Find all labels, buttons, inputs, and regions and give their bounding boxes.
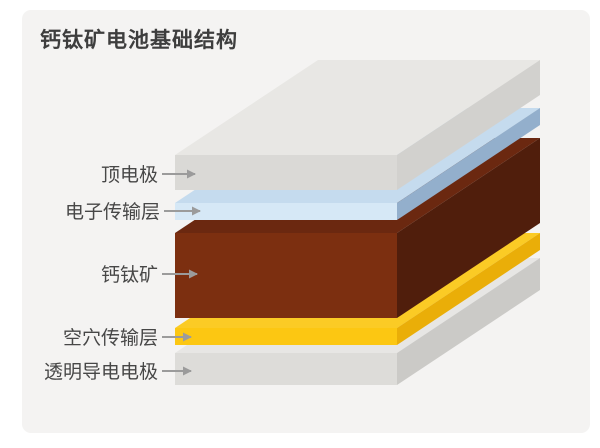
layer-electron-transport-right-face (397, 108, 540, 220)
layer-hole-transport-right-face (397, 233, 540, 345)
layer-hole-transport-front-face (175, 328, 397, 345)
layer-top-electrode-front-face (175, 155, 397, 190)
label-electron-transport: 电子传输层 (65, 201, 160, 223)
leader-arrows (162, 169, 201, 376)
label-hole-transport: 空穴传输层 (63, 327, 158, 349)
layer-top-electrode (175, 60, 540, 190)
layer-top-electrode-right-face (397, 60, 540, 190)
diagram-title: 钙钛矿电池基础结构 (40, 28, 238, 52)
label-top-electrode: 顶电极 (101, 164, 158, 186)
layer-transparent-conductive-electrode-right-face (397, 258, 540, 385)
layer-electron-transport-front-face (175, 203, 397, 220)
label-transparent-conductive-electrode: 透明导电电极 (44, 361, 158, 383)
layer-labels: 顶电极 电子传输层 钙钛矿 空穴传输层 透明导电电极 (44, 164, 160, 383)
layer-perovskite-right-face (397, 138, 540, 318)
layer-perovskite-front-face (175, 233, 397, 318)
layer-top-electrode-top-face (175, 60, 540, 155)
layer-transparent-conductive-electrode-front-face (175, 353, 397, 385)
label-perovskite: 钙钛矿 (101, 264, 158, 286)
